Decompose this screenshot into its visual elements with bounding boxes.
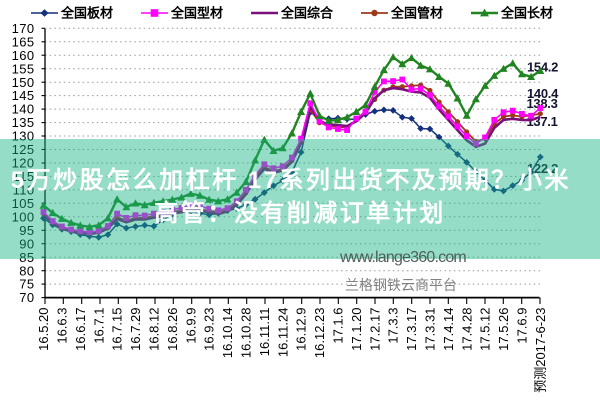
svg-text:90: 90 [19,236,34,251]
svg-text:80: 80 [19,263,34,278]
svg-text:全国管材: 全国管材 [390,6,443,21]
svg-text:17.3.17: 17.3.17 [404,308,419,351]
svg-text:16.9.23: 16.9.23 [202,308,217,351]
svg-text:全国综合: 全国综合 [280,6,334,21]
svg-text:16.8.12: 16.8.12 [147,308,162,351]
svg-text:165: 165 [12,34,35,49]
svg-text:16.11.11: 16.11.11 [257,308,272,357]
svg-text:160: 160 [12,48,35,63]
svg-text:17.5.12: 17.5.12 [478,307,493,350]
svg-text:150: 150 [12,75,35,90]
svg-text:110: 110 [13,183,35,198]
svg-text:138.3: 138.3 [527,96,558,111]
svg-text:17.1.6: 17.1.6 [331,308,346,344]
svg-text:154.2: 154.2 [527,60,558,75]
svg-text:130: 130 [12,129,35,144]
svg-text:17.5.26: 17.5.26 [496,308,511,351]
svg-text:16.8.26: 16.8.26 [165,308,180,351]
svg-text:16.9.9: 16.9.9 [183,308,198,344]
svg-text:16.7.1: 16.7.1 [91,308,106,344]
svg-text:16.11.24: 16.11.24 [275,308,290,358]
svg-text:155: 155 [12,61,35,76]
svg-text:140: 140 [12,102,35,117]
svg-text:16.6.17: 16.6.17 [73,308,88,351]
svg-text:17.6.9: 17.6.9 [515,308,530,344]
svg-text:120: 120 [12,156,35,171]
svg-text:145: 145 [12,88,35,103]
svg-text:16.12.9: 16.12.9 [294,308,309,351]
svg-text:17.4.14: 17.4.14 [441,308,456,351]
svg-text:16.7.29: 16.7.29 [128,308,143,351]
svg-text:70: 70 [19,290,34,305]
svg-text:预测2017-6-23: 预测2017-6-23 [533,308,548,393]
svg-text:16.6.3: 16.6.3 [55,308,70,344]
svg-text:75: 75 [19,277,34,292]
svg-text:85: 85 [19,250,34,265]
svg-text:100: 100 [12,209,35,224]
svg-text:16.5.20: 16.5.20 [36,308,51,351]
svg-text:17.3.31: 17.3.31 [423,308,438,351]
svg-text:105: 105 [12,196,35,211]
svg-text:135: 135 [12,115,35,130]
svg-text:16.7.15: 16.7.15 [110,308,125,351]
svg-text:17.4.28: 17.4.28 [459,308,474,351]
svg-text:17.3.3: 17.3.3 [386,308,401,344]
svg-text:17.1.20: 17.1.20 [349,308,364,351]
svg-text:125: 125 [12,142,35,157]
svg-text:170: 170 [12,21,35,36]
svg-text:17.2.17: 17.2.17 [367,308,382,351]
svg-text:全国板材: 全国板材 [60,6,113,21]
svg-text:16.10.14: 16.10.14 [220,308,235,359]
svg-text:16.12.23: 16.12.23 [312,308,327,359]
svg-text:115: 115 [13,169,35,184]
svg-text:140.4: 140.4 [527,86,559,101]
svg-text:全国长材: 全国长材 [500,6,553,21]
svg-text:95: 95 [19,223,34,238]
svg-text:全国型材: 全国型材 [170,6,223,21]
svg-text:16.10.28: 16.10.28 [239,308,254,359]
